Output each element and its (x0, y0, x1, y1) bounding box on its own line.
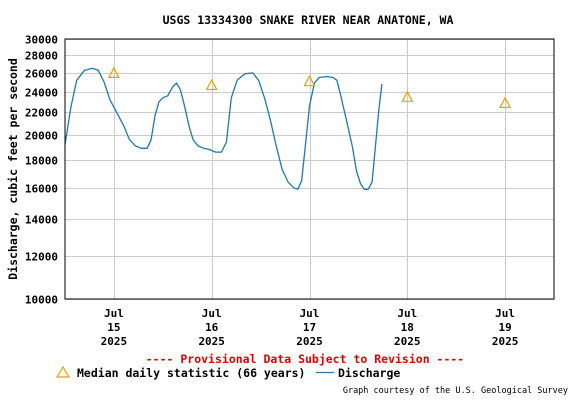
y-tick-label: 24000 (25, 87, 58, 100)
series (64, 66, 512, 190)
y-tick-label: 30000 (25, 34, 58, 47)
x-tick-month: Jul (397, 307, 417, 320)
chart-title: USGS 13334300 SNAKE RIVER NEAR ANATONE, … (163, 13, 454, 27)
y-tick-label: 28000 (25, 50, 58, 63)
provisional-notice: ---- Provisional Data Subject to Revisio… (146, 352, 465, 366)
legend: Median daily statistic (66 years) Discha… (55, 365, 400, 380)
x-tick-month: Jul (104, 307, 124, 320)
median-triangle-point (303, 74, 316, 87)
y-tick-label: 14000 (25, 214, 58, 227)
y-tick-label: 18000 (25, 155, 58, 168)
x-tick-day: 18 (401, 321, 414, 334)
median-triangle-point (205, 78, 218, 91)
median-triangle-point (107, 66, 120, 78)
x-tick-year: 2025 (198, 335, 225, 348)
x-tick-year: 2025 (296, 335, 323, 348)
plot-frame (64, 38, 555, 300)
x-tick-month: Jul (300, 307, 320, 320)
x-tick-day: 17 (303, 321, 316, 334)
x-tick-month: Jul (495, 307, 515, 320)
plot-area (65, 39, 554, 299)
credit-text: Graph courtesy of the U.S. Geological Su… (343, 386, 568, 396)
y-tick-label: 22000 (25, 107, 58, 120)
x-axis-ticks: Jul152025Jul162025Jul172025Jul182025Jul1… (101, 307, 519, 348)
x-tick-day: 15 (107, 321, 120, 334)
x-tick-year: 2025 (492, 335, 519, 348)
y-tick-label: 10000 (25, 294, 58, 307)
y-tick-label: 26000 (25, 68, 58, 81)
x-tick-day: 16 (205, 321, 219, 334)
x-tick-year: 2025 (394, 335, 421, 348)
median-triangle-point (401, 90, 414, 102)
y-tick-label: 20000 (25, 130, 58, 143)
y-axis-label: Discharge, cubic feet per second (6, 58, 20, 280)
x-tick-month: Jul (202, 307, 222, 320)
y-tick-label: 12000 (25, 251, 58, 264)
legend-discharge-label: Discharge (338, 366, 400, 380)
discharge-line (64, 67, 383, 190)
y-axis-ticks: 10000 12000 14000 16000 18000 20000 22000 24000… (25, 34, 58, 307)
legend-median-label: Median daily statistic (66 years) (77, 366, 305, 380)
x-tick-year: 2025 (101, 335, 128, 348)
median-triangle-point (499, 96, 512, 109)
x-tick-day: 19 (498, 321, 511, 334)
y-tick-label: 16000 (25, 183, 58, 196)
legend-triangle-icon (55, 365, 71, 378)
